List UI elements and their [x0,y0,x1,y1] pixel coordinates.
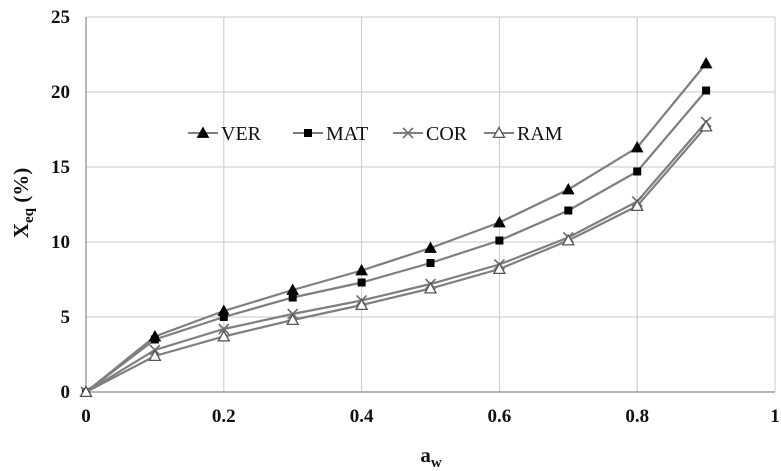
x-axis-label-main: a [420,443,431,467]
point-mat-9 [702,86,711,95]
legend-marker-ram [492,126,506,139]
legend-label-ver: VER [221,123,262,145]
x-tick-label-3: 0.6 [488,406,512,427]
y-tick-label-3: 15 [51,157,70,178]
point-ver-9 [699,56,713,69]
y-tick-label-2: 10 [51,232,70,253]
point-ram-9 [699,119,713,132]
point-ram-8 [630,199,644,212]
series-ver [79,56,713,397]
point-ram-4 [354,298,369,311]
y-tick-label-4: 20 [51,82,70,103]
point-ram-3 [286,313,300,326]
point-cor-2 [218,323,230,335]
y-axis-label: Xeq (%) [9,168,37,238]
point-ram-2 [217,329,231,342]
point-ram-5 [423,281,438,294]
tick-labels: 0 5 10 15 20 25 0 0.2 0.4 0.6 0.8 1 [51,7,780,427]
point-mat-8 [633,167,642,176]
series-group [79,56,713,398]
point-ver-4 [355,263,368,276]
x-axis-label: aw [420,443,442,471]
legend-label-ram: RAM [517,123,563,145]
grid [86,16,776,392]
x-tick-label-2: 0.4 [350,406,374,427]
legend-marker-mat [304,129,312,137]
y-tick-label-1: 5 [61,307,71,328]
series-line-ram [85,125,707,393]
point-ver-6 [493,215,506,228]
y-axis-label-sub: eq [21,207,37,223]
legend: VER MAT COR RAM [188,123,563,145]
series-line-cor [85,121,707,393]
point-mat-1 [150,335,159,344]
point-mat-5 [426,259,435,267]
x-tick-label-5: 1 [770,406,780,427]
point-ver-5 [424,241,437,253]
series-mat [82,86,711,396]
legend-marker-cor [402,127,414,139]
x-tick-label-4: 0.8 [625,406,649,427]
point-ram-6 [492,262,507,275]
series-ram [79,119,713,398]
point-mat-3 [288,293,297,302]
y-axis-label-suffix: (%) [9,168,33,208]
series-line-ver [85,62,707,393]
point-ram-7 [561,233,575,246]
axes [85,17,775,393]
legend-label-cor: COR [426,123,468,145]
legend-item-mat: MAT [293,123,368,145]
series-line-mat [85,89,707,393]
legend-item-cor: COR [393,123,468,145]
x-axis-label-sub: w [431,455,442,471]
point-mat-2 [219,313,228,321]
point-mat-4 [357,278,366,287]
point-ram-0 [79,385,93,398]
point-ver-8 [630,140,644,153]
legend-marker-ver [196,126,210,138]
x-tick-label-0: 0 [81,406,91,427]
point-ver-7 [561,182,575,195]
point-mat-6 [495,236,504,245]
point-ram-1 [148,349,162,362]
x-tick-label-1: 0.2 [212,406,236,427]
legend-label-mat: MAT [326,123,368,145]
legend-item-ram: RAM [484,123,563,145]
point-mat-7 [564,206,573,215]
legend-item-ver: VER [188,123,262,145]
y-tick-label-5: 25 [51,7,70,28]
y-tick-label-0: 0 [61,382,71,403]
y-axis-label-main: X [9,223,33,238]
